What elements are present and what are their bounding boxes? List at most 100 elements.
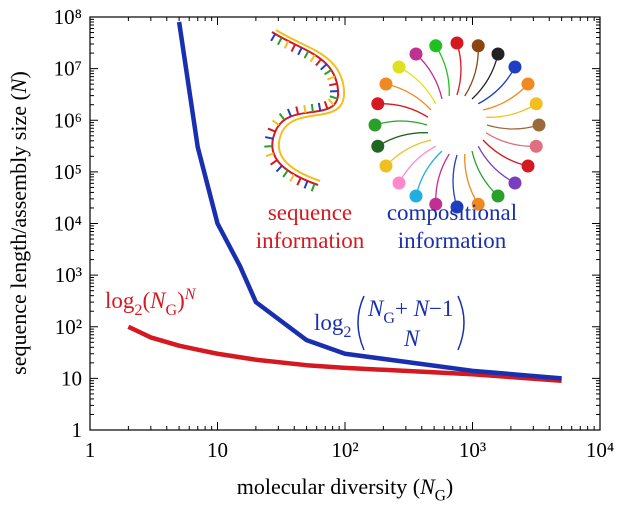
lipid-tail [464, 45, 479, 97]
strand-tick [270, 33, 277, 42]
strand-tick [286, 108, 292, 117]
text-part: N [367, 296, 385, 321]
lipid-head [409, 189, 423, 203]
strand-tick [283, 40, 290, 49]
text-part: sequence length/assembly size ( [6, 93, 31, 375]
text-part: N [403, 326, 421, 351]
lipid-tail [435, 45, 450, 97]
paren [457, 295, 465, 351]
formula-top: NG+ N−1 [367, 296, 454, 327]
y-tick-label: 10⁷ [54, 57, 82, 81]
strand-tick [271, 119, 280, 126]
strand-tick [310, 183, 316, 192]
lipid-tail [471, 53, 499, 100]
text-part: −1 [429, 296, 453, 321]
blue-formula: log2 NG+ N−1N [314, 295, 465, 351]
annotation: information [398, 228, 507, 253]
strand-tick [323, 100, 329, 110]
lipid-tail [485, 132, 537, 147]
lipid-tail [415, 150, 443, 197]
lipid-tail [377, 132, 429, 147]
lipid-head [429, 39, 443, 53]
data-line [176, 21, 562, 381]
lipid-head [371, 97, 385, 111]
x-tick-label: 10⁴ [586, 438, 614, 462]
paren [357, 295, 365, 351]
strand-tick [289, 173, 295, 182]
lipid-head [491, 189, 505, 203]
strand-tick [282, 169, 289, 178]
lipid-head [508, 176, 522, 190]
strand-tick [315, 58, 322, 67]
strand-tick [303, 50, 310, 59]
text-part: N [419, 474, 436, 499]
lipid-head [379, 77, 393, 91]
formula-prefix: log2 [314, 310, 351, 341]
text-part: ( [142, 288, 150, 313]
strand-ticks [264, 33, 339, 192]
strand-tick [327, 98, 335, 106]
strand-tick [309, 54, 316, 63]
strand-tick [270, 159, 278, 166]
strand-tick [277, 37, 283, 46]
lipid-head [491, 47, 505, 61]
lipid-head [371, 139, 385, 153]
lipid-head [529, 139, 543, 153]
y-tick-label: 1 [72, 418, 83, 442]
lipid-head [521, 159, 535, 173]
x-tick-label: 1 [85, 438, 96, 462]
lipid-tail [456, 42, 462, 96]
lipid-head [392, 176, 406, 190]
text-part: N [413, 296, 431, 321]
y-tick-label: 10⁴ [54, 212, 82, 236]
strand-tick [327, 75, 336, 81]
y-tick-label: 10 [61, 366, 82, 390]
lipid-tail [485, 103, 537, 118]
lipid-head [429, 197, 443, 211]
strand-tick [310, 103, 314, 113]
lipid-head [368, 118, 382, 132]
y-tick-label: 10³ [55, 263, 82, 287]
text-part: ) [177, 288, 185, 313]
formula-bottom: N [403, 326, 421, 351]
annotation: compositional [387, 200, 517, 225]
lipid-head [521, 77, 535, 91]
strand-tick [303, 104, 307, 114]
strand-tick [296, 177, 302, 186]
strand-tick [265, 152, 275, 158]
red-formula: log2(NG)N [105, 286, 197, 319]
text-part: log [105, 288, 135, 313]
lipid-head [529, 97, 543, 111]
lipid-tail [385, 83, 432, 111]
y-tick-label: 10⁶ [54, 108, 82, 132]
annotation: sequence [268, 200, 352, 225]
text-part: log [314, 310, 344, 335]
lipid-head [471, 197, 485, 211]
lipid-head [508, 60, 522, 74]
text-part: G [383, 310, 395, 327]
strand-tick [275, 165, 283, 173]
strand-tick [267, 127, 276, 133]
lipid-head [532, 118, 546, 132]
y-tick-label: 10⁵ [54, 160, 82, 184]
x-tick-label: 10³ [459, 438, 486, 462]
lipid-tail [482, 139, 529, 167]
lipid-tail [435, 153, 450, 205]
strand-tick [295, 106, 300, 115]
micelle-illustration [368, 36, 546, 214]
x-axis-label: molecular diversity (NG) [237, 474, 453, 505]
text-part: G [435, 488, 446, 505]
strand-tick [329, 95, 338, 100]
text-part: 2 [134, 302, 142, 319]
x-tick-label: 10 [207, 438, 228, 462]
text-part: N [6, 77, 31, 94]
y-tick-label: 10⁸ [54, 5, 82, 29]
strand-tick [303, 180, 309, 189]
lipid-head [379, 159, 393, 173]
text-part: N [149, 288, 167, 313]
strand-tick [324, 69, 332, 76]
strand-tick [290, 43, 296, 53]
lipid-head [450, 200, 464, 214]
lipid-tail [486, 124, 540, 130]
